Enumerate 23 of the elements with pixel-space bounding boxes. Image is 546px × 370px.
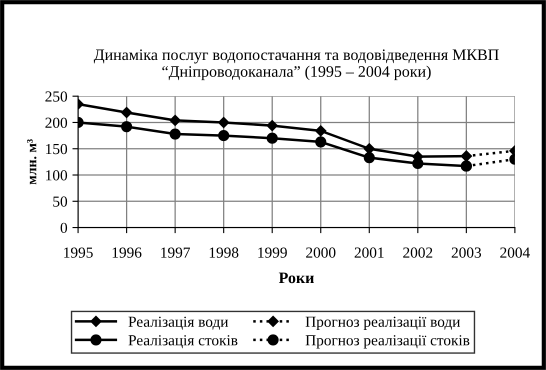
x-tick-label: 2004	[500, 247, 530, 258]
y-tick-label: 50	[53, 196, 68, 207]
chart-title: Динаміка послуг водопостачання та водовідведення МКВП “Дніпроводоканала” (1995 – 2004 роки)	[94, 49, 499, 80]
x-tick-label: 1996	[112, 247, 142, 258]
x-tick-label: 2003	[452, 247, 482, 258]
y-tick-label: 100	[46, 170, 68, 180]
x-tick-label: 2000	[306, 247, 336, 258]
y-tick-label: 250	[45, 91, 68, 102]
x-tick-label: 1999	[258, 247, 287, 258]
x-tick-label: 2001	[354, 247, 384, 258]
x-tick-label: 1997	[161, 247, 190, 258]
x-tick-label: 1998	[210, 247, 238, 258]
legend-label: Прогноз реалізації води	[306, 316, 460, 330]
x-axis-title: Роки	[278, 272, 314, 284]
legend-label: Прогноз реалізації стоків	[306, 335, 470, 349]
y-tick-label: 0	[60, 222, 68, 233]
y-axis-title: млн. м³	[27, 139, 36, 184]
y-tick-label: 150	[46, 144, 68, 154]
y-tick-label: 200	[45, 118, 68, 128]
x-tick-label: 2002	[403, 247, 432, 258]
legend-label: Реалізація стоків	[128, 335, 238, 348]
x-tick-label: 1995	[64, 247, 93, 258]
legend-label: Реалізація води	[128, 316, 228, 330]
